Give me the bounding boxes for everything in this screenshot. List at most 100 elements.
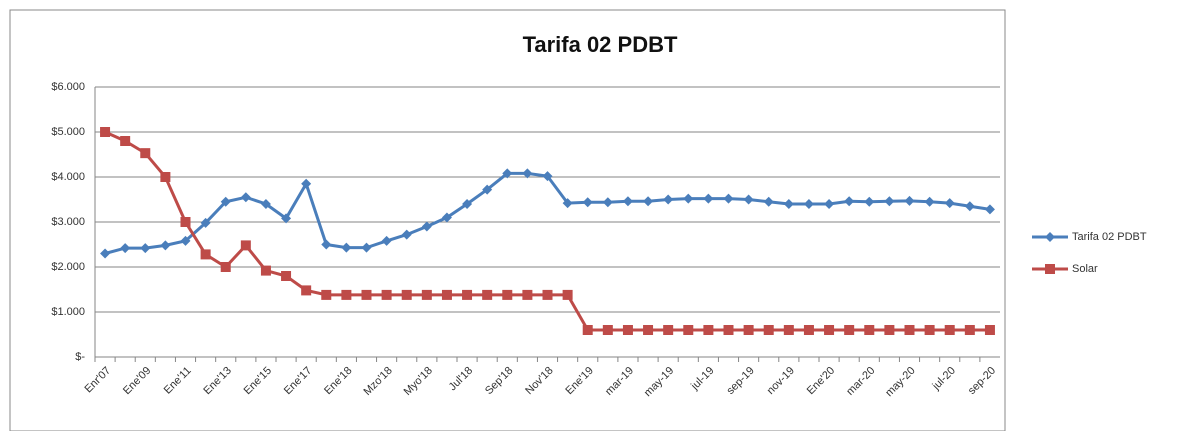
legend-label: Tarifa 02 PDBT [1072, 231, 1147, 243]
point [803, 325, 814, 335]
point [321, 239, 332, 250]
point [663, 325, 674, 335]
y-tick-label: $2.000 [51, 261, 85, 273]
point [381, 289, 392, 300]
point [482, 289, 493, 300]
point [220, 262, 231, 272]
point [964, 325, 975, 335]
point [683, 193, 694, 204]
point [984, 204, 995, 215]
point [643, 196, 654, 207]
point [723, 325, 734, 335]
point [562, 289, 573, 300]
point [542, 171, 553, 182]
point [542, 289, 553, 300]
point [341, 242, 352, 253]
point [864, 325, 875, 335]
point [200, 249, 211, 260]
chart-title: Tarifa 02 PDBT [523, 32, 678, 57]
y-tick-label: $5.000 [51, 126, 85, 138]
point [100, 248, 111, 259]
point [703, 325, 714, 335]
point [703, 193, 714, 204]
point [924, 196, 935, 207]
point [260, 199, 271, 209]
point [240, 192, 251, 203]
point [361, 242, 372, 253]
point [180, 217, 191, 227]
point [100, 127, 111, 137]
point [301, 178, 312, 189]
point [321, 289, 332, 300]
point [441, 289, 452, 300]
point [783, 199, 794, 209]
point [763, 325, 774, 335]
point [502, 168, 513, 179]
point [844, 325, 855, 335]
point [140, 148, 151, 159]
point [441, 212, 452, 223]
y-tick-label: $3.000 [51, 216, 85, 228]
point [502, 289, 513, 300]
point [381, 235, 392, 246]
point [120, 243, 131, 254]
point [824, 199, 835, 209]
point [763, 196, 774, 207]
point [562, 198, 573, 209]
point [401, 289, 412, 300]
point [884, 325, 895, 335]
point [984, 325, 995, 335]
point [743, 325, 754, 335]
point [1045, 264, 1055, 274]
point [924, 325, 935, 335]
point [341, 289, 352, 300]
point [743, 194, 754, 205]
point [864, 196, 875, 207]
point [401, 229, 412, 240]
y-tick-label: $6.000 [51, 81, 85, 93]
y-tick-label: $1.000 [51, 306, 85, 318]
point [602, 197, 613, 208]
point [180, 235, 191, 246]
point [904, 325, 915, 335]
point [120, 136, 131, 146]
point [200, 217, 211, 228]
point [824, 325, 835, 335]
point [361, 289, 372, 300]
point [421, 289, 432, 300]
point [844, 196, 855, 207]
point [622, 325, 633, 335]
point [260, 265, 271, 276]
point [944, 325, 955, 335]
point [723, 193, 734, 204]
point [462, 199, 473, 209]
point [240, 240, 251, 251]
point [301, 285, 312, 296]
y-tick-label: $4.000 [51, 171, 85, 183]
point [904, 195, 915, 206]
point [482, 184, 493, 195]
y-tick-label: $- [75, 351, 85, 363]
point [663, 194, 674, 205]
point [783, 325, 794, 335]
point [281, 271, 292, 281]
point [643, 325, 654, 335]
point [462, 289, 473, 300]
point [683, 325, 694, 335]
point [140, 243, 151, 254]
point [803, 199, 814, 209]
point [220, 196, 231, 207]
point [1045, 232, 1055, 242]
point [522, 168, 533, 179]
point [421, 221, 432, 232]
point [622, 196, 633, 207]
point [582, 197, 593, 208]
point [582, 325, 593, 335]
point [964, 201, 975, 212]
legend-label: Solar [1072, 263, 1098, 275]
point [160, 172, 171, 182]
point [160, 240, 171, 251]
point [944, 198, 955, 209]
point [602, 325, 613, 335]
